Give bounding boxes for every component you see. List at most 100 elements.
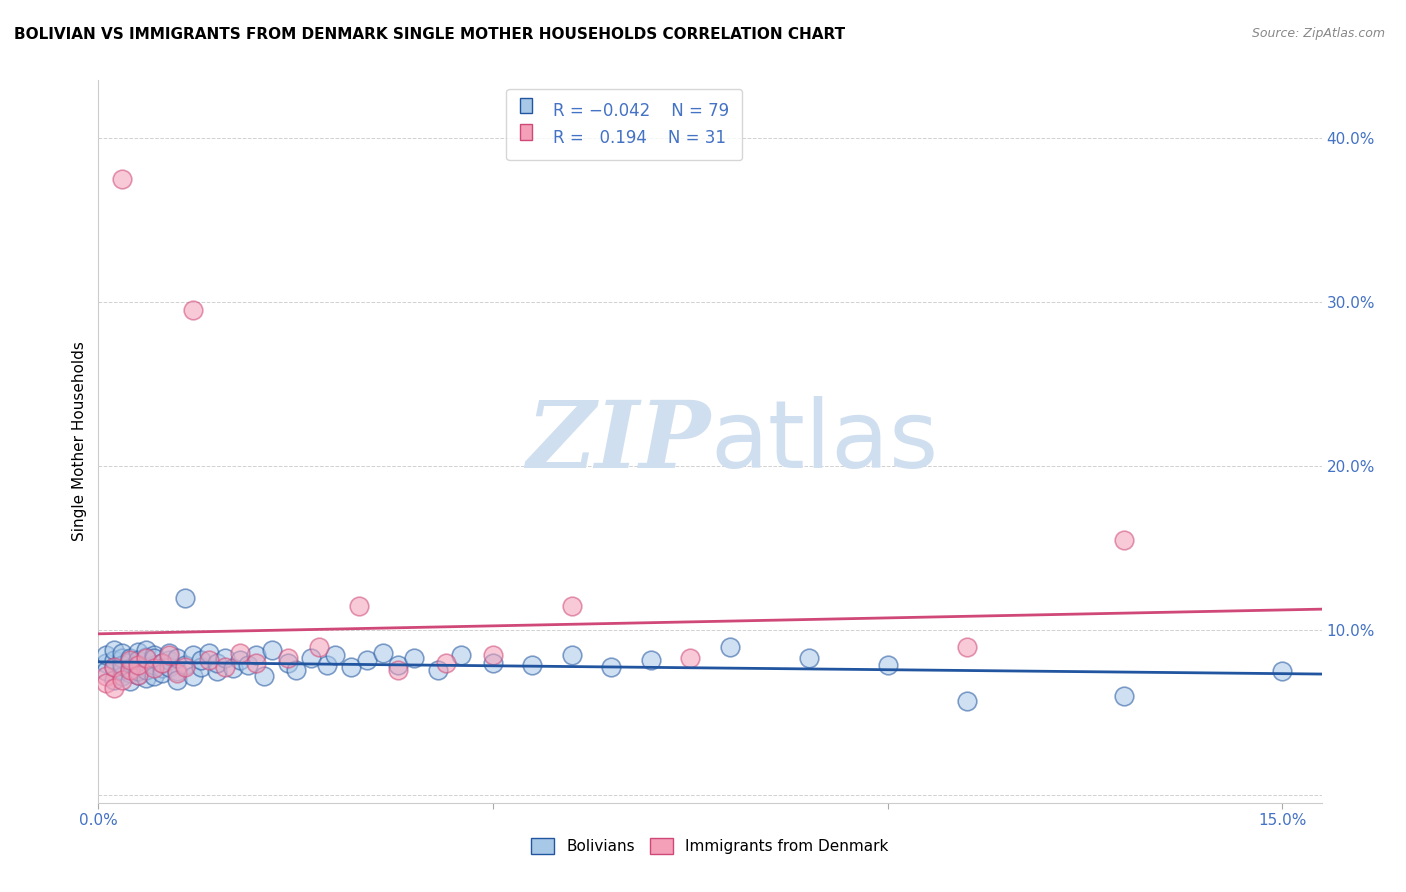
Point: [118, 653, 141, 667]
Point: [111, 663, 134, 677]
Point: [118, 674, 141, 689]
Point: [482, 648, 505, 662]
Point: [181, 303, 204, 318]
Point: [371, 646, 394, 660]
Point: [103, 681, 125, 695]
Point: [135, 643, 157, 657]
Point: [96, 657, 118, 671]
Point: [876, 657, 898, 672]
Legend: Bolivians, Immigrants from Denmark: Bolivians, Immigrants from Denmark: [526, 832, 894, 860]
Point: [277, 657, 299, 671]
Point: [198, 653, 221, 667]
Point: [127, 667, 149, 681]
Point: [142, 657, 165, 672]
Point: [150, 666, 173, 681]
Point: [159, 659, 181, 673]
Point: [118, 661, 141, 675]
Point: [245, 648, 267, 662]
Point: [640, 653, 662, 667]
Point: [142, 651, 165, 665]
Text: BOLIVIAN VS IMMIGRANTS FROM DENMARK SINGLE MOTHER HOUSEHOLDS CORRELATION CHART: BOLIVIAN VS IMMIGRANTS FROM DENMARK SING…: [14, 27, 845, 42]
Point: [316, 657, 339, 672]
Point: [323, 648, 346, 662]
Point: [205, 665, 228, 679]
Point: [561, 648, 583, 662]
Point: [135, 663, 157, 677]
Point: [214, 659, 236, 673]
Point: [135, 649, 157, 664]
Point: [103, 653, 125, 667]
Point: [482, 657, 505, 671]
Point: [797, 651, 820, 665]
Point: [434, 657, 457, 671]
Point: [387, 663, 409, 677]
Point: [181, 669, 204, 683]
Text: ZIP: ZIP: [526, 397, 710, 486]
Point: [159, 646, 181, 660]
Point: [522, 657, 544, 672]
Point: [308, 640, 330, 654]
Point: [166, 673, 188, 687]
Point: [142, 669, 165, 683]
Point: [127, 657, 149, 671]
Point: [214, 651, 236, 665]
Point: [135, 651, 157, 665]
Point: [198, 646, 221, 660]
Point: [174, 659, 197, 673]
Point: [277, 651, 299, 665]
Point: [135, 659, 157, 673]
Point: [103, 673, 125, 687]
Point: [229, 653, 252, 667]
Point: [127, 645, 149, 659]
Point: [450, 648, 472, 662]
Point: [426, 663, 449, 677]
Point: [142, 661, 165, 675]
Point: [111, 646, 134, 660]
Point: [561, 599, 583, 613]
Point: [221, 661, 243, 675]
Point: [253, 669, 276, 683]
Point: [159, 648, 181, 662]
Point: [127, 665, 149, 679]
Point: [166, 666, 188, 681]
Point: [1114, 689, 1136, 703]
Point: [245, 657, 267, 671]
Point: [404, 651, 426, 665]
Point: [118, 663, 141, 677]
Point: [118, 655, 141, 669]
Point: [118, 666, 141, 681]
Point: [356, 653, 378, 667]
Point: [679, 651, 702, 665]
Point: [159, 653, 181, 667]
Point: [96, 665, 118, 679]
Point: [174, 657, 197, 672]
Point: [174, 591, 197, 605]
Point: [718, 640, 741, 654]
Point: [387, 657, 409, 672]
Point: [111, 171, 134, 186]
Point: [111, 651, 134, 665]
Point: [142, 648, 165, 662]
Point: [955, 694, 977, 708]
Point: [166, 665, 188, 679]
Point: [111, 673, 134, 687]
Point: [301, 651, 323, 665]
Text: atlas: atlas: [710, 395, 938, 488]
Point: [340, 659, 363, 673]
Point: [181, 648, 204, 662]
Point: [103, 643, 125, 657]
Text: Source: ZipAtlas.com: Source: ZipAtlas.com: [1251, 27, 1385, 40]
Point: [150, 657, 173, 671]
Point: [229, 646, 252, 660]
Point: [1114, 533, 1136, 547]
Point: [284, 663, 307, 677]
Point: [955, 640, 977, 654]
Point: [600, 659, 623, 673]
Point: [118, 651, 141, 665]
Point: [190, 659, 212, 673]
Point: [205, 657, 228, 671]
Point: [96, 669, 118, 683]
Point: [96, 648, 118, 662]
Y-axis label: Single Mother Households: Single Mother Households: [72, 342, 87, 541]
Point: [127, 667, 149, 681]
